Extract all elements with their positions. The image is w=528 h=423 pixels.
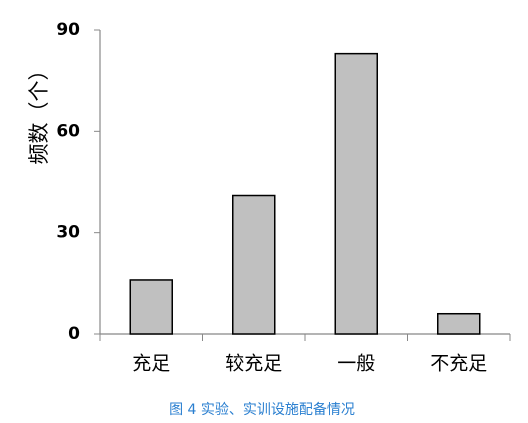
bar xyxy=(129,279,173,335)
y-tick-label: 60 xyxy=(56,121,80,141)
x-tick-label: 不充足 xyxy=(430,353,487,375)
bar xyxy=(437,312,481,335)
x-tick-label: 一般 xyxy=(337,353,375,375)
x-tick-label: 较充足 xyxy=(225,353,282,375)
y-tick-label: 30 xyxy=(56,223,80,243)
y-tick-label: 90 xyxy=(56,20,80,40)
caption: 图 4 实验、实训设施配备情况 xyxy=(169,401,355,418)
y-tick-label: 0 xyxy=(68,324,80,344)
bar xyxy=(334,52,378,335)
y-axis-title: 频数（个） xyxy=(27,60,51,165)
bar xyxy=(232,194,276,335)
x-tick-label: 充足 xyxy=(132,353,170,375)
